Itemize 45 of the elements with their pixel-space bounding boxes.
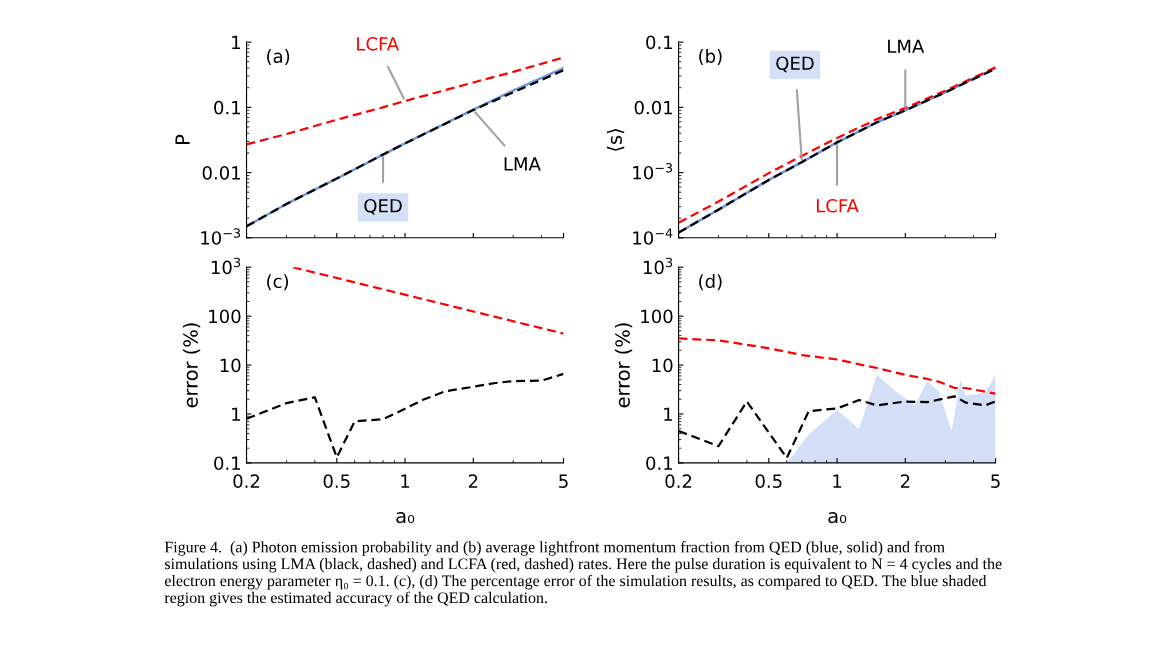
y-tick-label: 0.1 [214,456,241,471]
text: LMA [504,157,541,171]
y-tick-label: 10$^{−3}$ [633,163,673,180]
y-tick-label: 10 [652,358,673,373]
y-axis-title: P [175,134,190,144]
y-tick-label: 1 [232,407,241,421]
y-tick-label: 0.01 [202,166,241,180]
y-tick-label: 10$^{−3}$ [201,228,241,245]
x-tick-label: 1 [401,474,410,488]
y-tick-label: 1 [664,407,673,421]
y-tick-label: 100 [641,309,673,324]
text: LMA [888,39,925,53]
x-tick-label: 0.2 [233,474,260,489]
x-tick-label: 0.5 [323,474,350,489]
y-tick-label: 10$^{3}$ [643,257,673,275]
y-tick-label: 0.01 [634,100,673,115]
y-axis-title: ⟨s⟩ [606,129,625,151]
x-tick-label: 1 [833,474,842,488]
text: LCFA [357,37,399,51]
caption: Figure 4. (a) Photon emission probability and (b) average lightfront momentum fraction from QED (blue, solid) and from simulations using LMA (black, dashed) and LCFA (red, dashed) rates. Here the pulse duration is equivalent to N = 4 cycles and the electron energy parameter η₀ = 0.1. (c), (d) The percentage error of the simulation results, as compared to QED. The blue shaded region gives the estimated accuracy of the QED calculation. [164,541,1002,607]
x-tick-label: 0.5 [755,474,782,489]
y-tick-label: 0.1 [646,456,673,471]
y-tick-label: 0.1 [214,100,241,115]
x-tick-label: 2 [468,474,478,488]
annotation: (c) [267,274,289,291]
annotation: (b) [699,49,722,66]
annotation: (d) [699,274,722,291]
y-tick-label: 100 [209,309,241,324]
x-axis-title: a₀ [396,512,415,524]
y-tick-label: 10$^{3}$ [211,257,241,275]
y-axis-title: error (%) [182,323,201,408]
x-tick-label: 0.2 [665,474,692,489]
y-tick-label: 10$^{−4}$ [633,228,673,245]
x-axis-title: a₀ [828,512,847,524]
x-tick-label: 5 [559,474,568,489]
y-axis-title: error (%) [614,323,633,408]
x-tick-label: 2 [900,474,910,488]
text: QED [776,56,814,73]
text: LCFA [816,198,859,213]
y-tick-label: 10 [220,358,241,373]
y-tick-label: 1 [232,35,241,49]
series-label: QED [364,198,402,215]
y-tick-label: 0.1 [646,35,673,50]
annotation: (a) [267,49,290,66]
x-tick-label: 5 [991,474,1000,489]
